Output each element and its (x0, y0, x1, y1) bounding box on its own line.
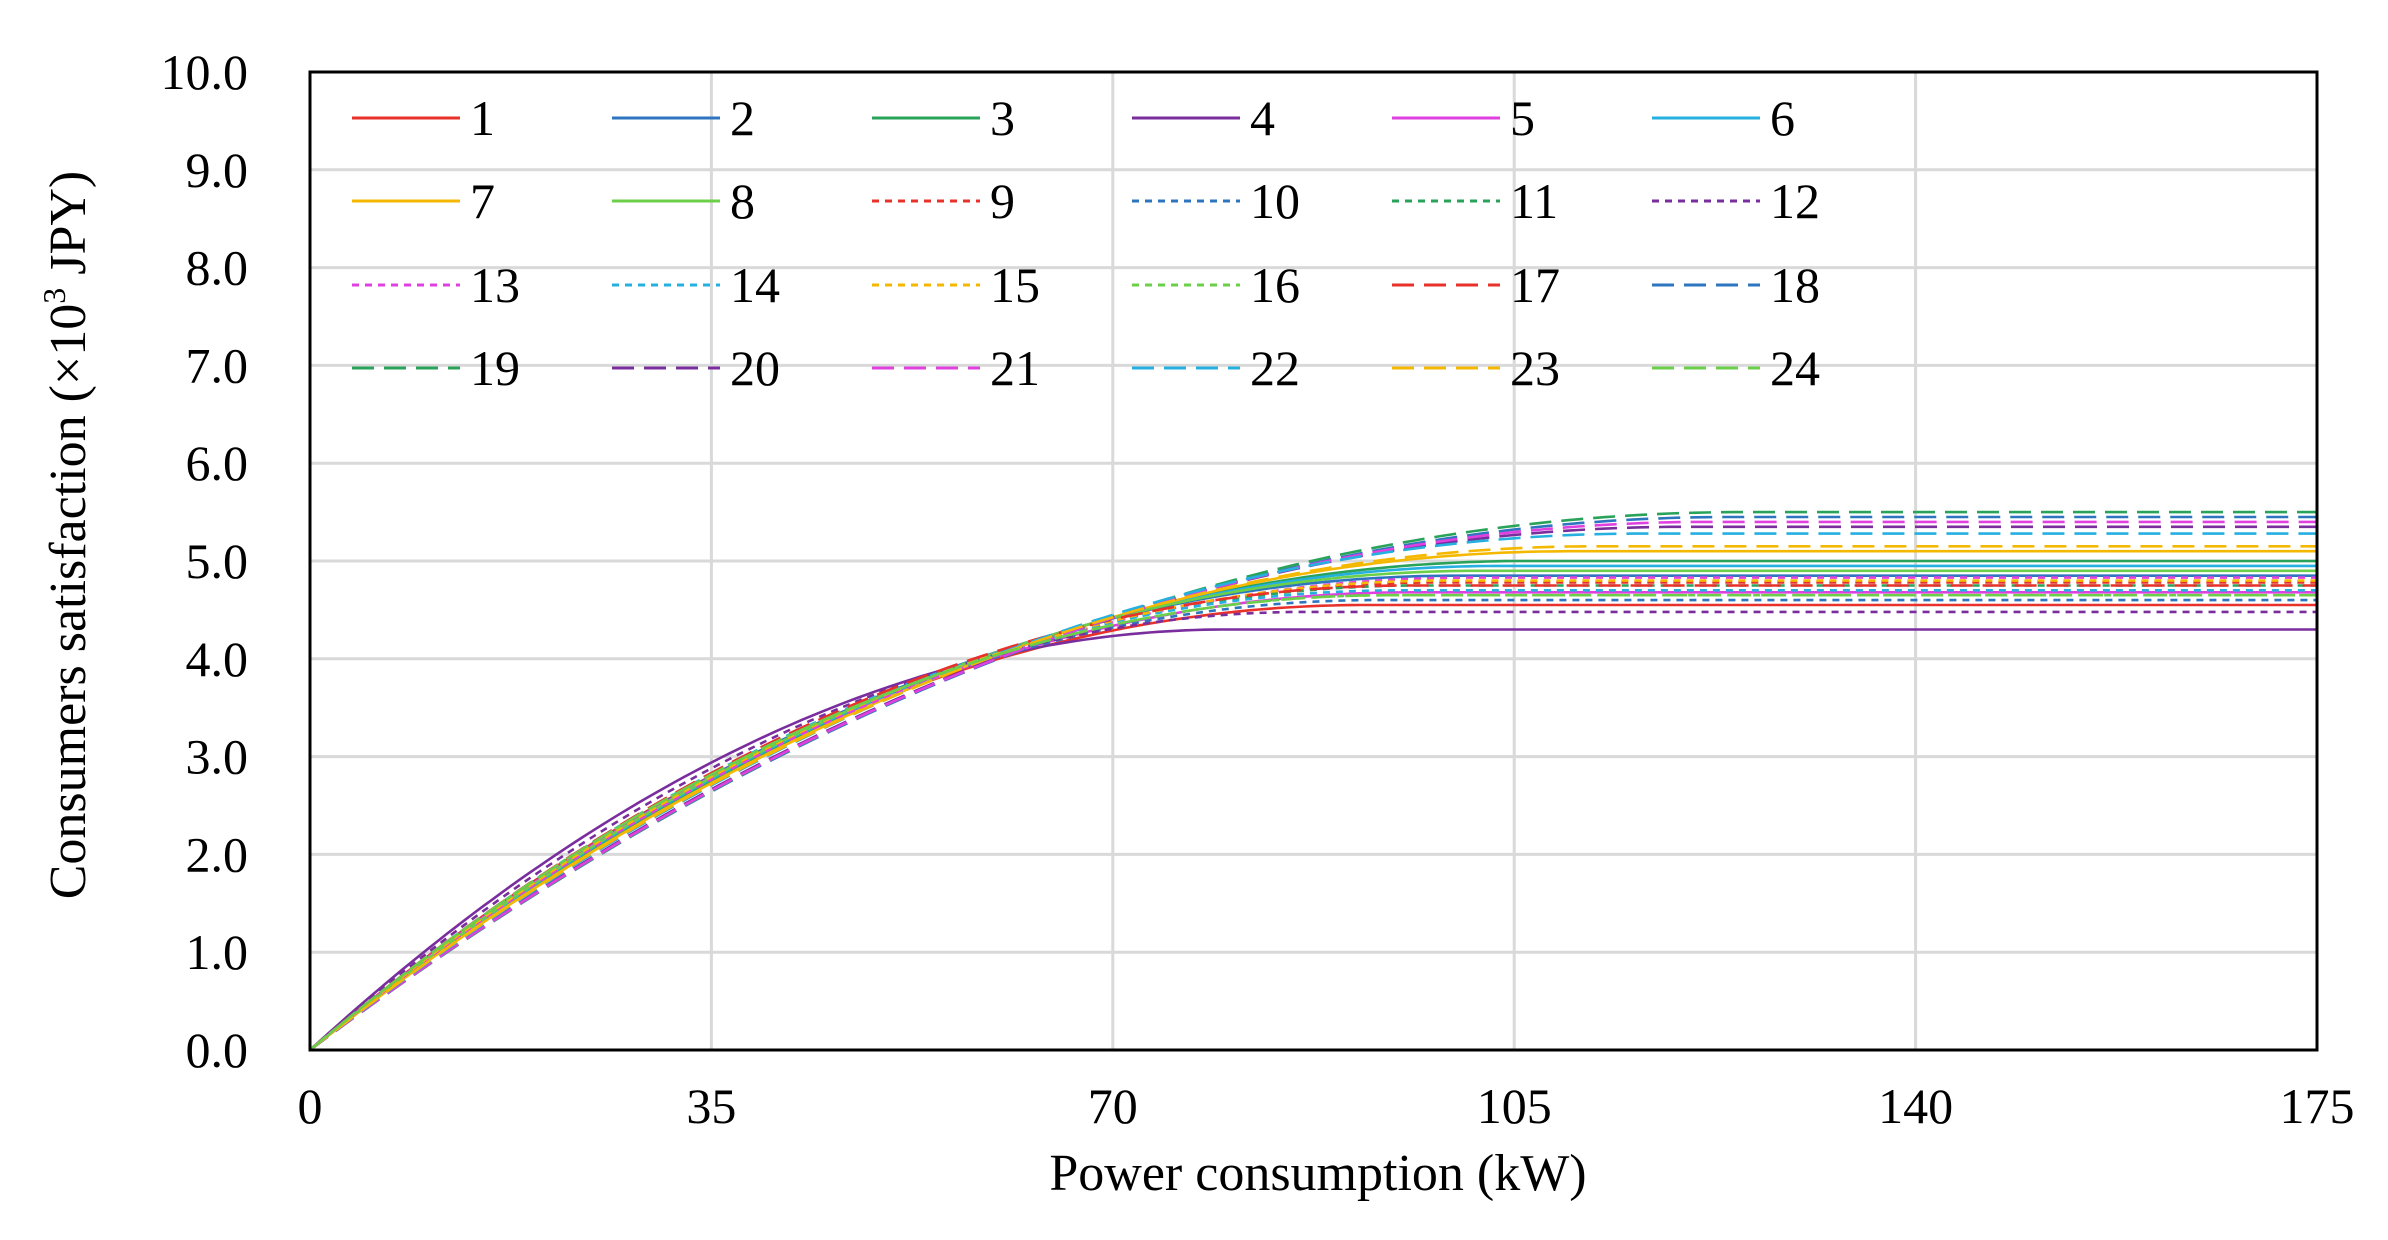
y-axis-title-superscript: 3 (36, 288, 72, 304)
series-line-1 (309, 603, 2317, 1051)
legend-label-22: 22 (1250, 340, 1300, 396)
legend-label-13: 13 (470, 257, 520, 313)
y-tick-label: 0.0 (186, 1022, 249, 1078)
y-tick-label: 3.0 (186, 729, 249, 785)
y-tick-label: 4.0 (186, 631, 249, 687)
series-line-17 (309, 584, 2317, 1051)
series-line-24 (309, 593, 2317, 1051)
legend-label-11: 11 (1510, 173, 1558, 229)
x-tick-label: 175 (2280, 1078, 2355, 1134)
legend-label-9: 9 (990, 173, 1015, 229)
legend-label-2: 2 (730, 90, 755, 146)
y-tick-label: 1.0 (186, 924, 249, 980)
series-line-6 (309, 564, 2317, 1052)
y-axis-ticks: 0.0 1.0 2.0 3.0 4.0 5.0 6.0 7.0 8.0 9.0 10.0 (161, 44, 249, 1078)
series-line-7 (309, 549, 2317, 1052)
series-line-9 (309, 581, 2317, 1051)
legend-label-5: 5 (1510, 90, 1535, 146)
series-line-3 (309, 559, 2317, 1052)
x-tick-label: 0 (298, 1078, 323, 1134)
y-tick-label: 9.0 (186, 142, 249, 198)
legend-label-6: 6 (1770, 90, 1795, 146)
legend-label-24: 24 (1770, 340, 1820, 396)
series-line-16 (309, 593, 2317, 1051)
y-axis-title-tail: JPY) (40, 171, 97, 288)
legend-label-7: 7 (470, 173, 495, 229)
legend-label-23: 23 (1510, 340, 1560, 396)
x-tick-label: 140 (1878, 1078, 1953, 1134)
series-line-8 (309, 569, 2317, 1052)
y-tick-label: 10.0 (161, 44, 249, 100)
legend-label-20: 20 (730, 340, 780, 396)
x-tick-label: 35 (686, 1078, 736, 1134)
legend-label-14: 14 (730, 257, 780, 313)
y-tick-label: 2.0 (186, 826, 249, 882)
series-line-12 (309, 610, 2317, 1051)
y-tick-label: 7.0 (186, 337, 249, 393)
legend-label-4: 4 (1250, 90, 1275, 146)
series-lines (309, 510, 2317, 1052)
series-line-14 (309, 588, 2317, 1051)
y-axis-title-main: Consumers satisfaction (×10 (40, 304, 97, 899)
legend-label-19: 19 (470, 340, 520, 396)
legend-label-17: 17 (1510, 257, 1560, 313)
legend-label-12: 12 (1770, 173, 1820, 229)
legend-label-8: 8 (730, 173, 755, 229)
x-tick-label: 70 (1088, 1078, 1138, 1134)
y-tick-label: 5.0 (186, 533, 249, 589)
series-line-10 (309, 598, 2317, 1051)
x-axis-title: Power consumption (kW) (1049, 1145, 1586, 1202)
legend-label-15: 15 (990, 257, 1040, 313)
legend-label-1: 1 (470, 90, 495, 146)
legend-label-10: 10 (1250, 173, 1300, 229)
y-tick-label: 6.0 (186, 435, 249, 491)
plot-area-frame (308, 70, 2319, 1052)
x-tick-label: 105 (1477, 1078, 1552, 1134)
legend-label-16: 16 (1250, 257, 1300, 313)
series-line-4 (309, 628, 2317, 1051)
x-axis-ticks: 0 35 70 105 140 175 (298, 1078, 2355, 1134)
series-line-13 (309, 576, 2317, 1052)
legend-label-21: 21 (990, 340, 1040, 396)
series-line-5 (309, 590, 2317, 1051)
legend-label-3: 3 (990, 90, 1015, 146)
legend-label-18: 18 (1770, 257, 1820, 313)
y-tick-label: 8.0 (186, 240, 249, 296)
series-line-15 (309, 579, 2317, 1052)
series-line-23 (309, 544, 2317, 1052)
series-line-2 (309, 574, 2317, 1052)
y-axis-title: Consumers satisfaction (×103 JPY) (36, 171, 97, 900)
